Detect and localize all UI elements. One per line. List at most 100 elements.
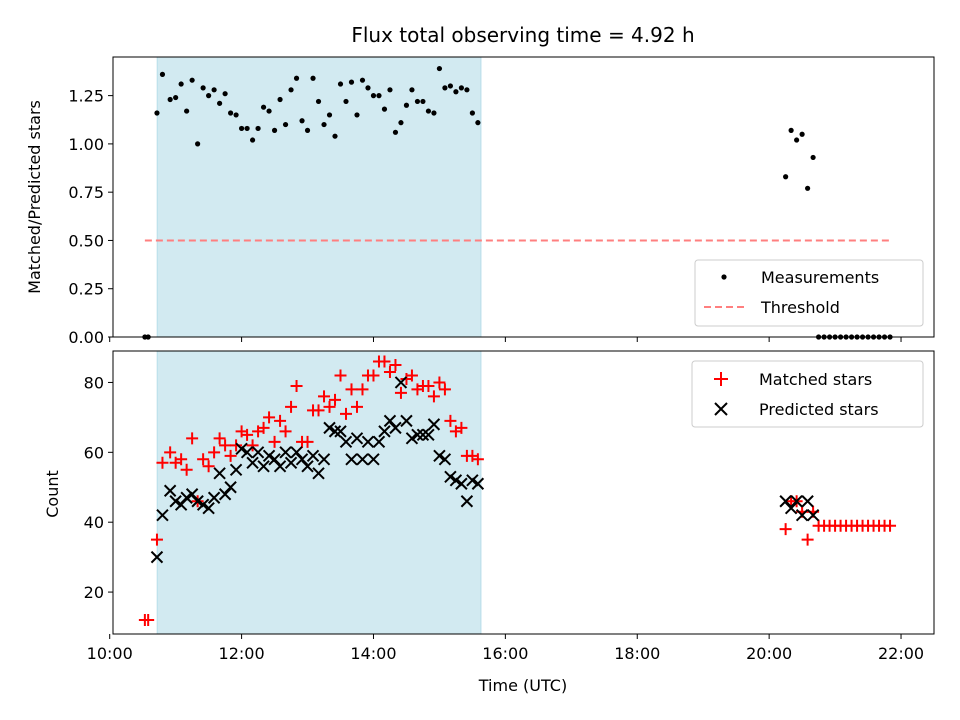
data-point — [367, 369, 380, 382]
data-point — [282, 121, 289, 128]
data-point — [466, 474, 479, 487]
data-point — [806, 509, 820, 522]
data-point — [208, 446, 221, 459]
data-point — [381, 106, 388, 112]
data-point — [195, 141, 201, 147]
data-point — [279, 425, 292, 438]
data-point — [420, 98, 426, 105]
data-point — [438, 453, 452, 466]
data-point — [383, 414, 397, 428]
data-point — [180, 491, 193, 504]
data-point — [266, 108, 272, 114]
data-point — [416, 428, 430, 442]
bottom-legend: Matched stars Predicted stars — [691, 360, 924, 428]
data-point — [436, 65, 443, 72]
data-point — [323, 400, 336, 413]
data-point — [389, 421, 402, 435]
data-point — [475, 120, 481, 126]
legend-predicted-label: Predicted stars — [759, 400, 879, 419]
y-tick-label: 0.50 — [68, 231, 104, 250]
data-point — [431, 110, 437, 116]
data-point — [444, 414, 457, 427]
data-point — [230, 439, 243, 452]
data-point — [779, 495, 792, 508]
data-point — [310, 75, 316, 81]
top-plot-area: 0.00 0.25 0.50 0.75 1.00 1.25 — [68, 56, 935, 347]
legend-measurements-marker — [721, 274, 727, 280]
x-tick-label: 16:00 — [482, 644, 528, 663]
data-point — [189, 77, 195, 83]
data-point — [235, 442, 248, 456]
data-point — [241, 428, 254, 441]
data-point — [409, 87, 415, 93]
data-point — [810, 154, 816, 161]
data-point — [315, 98, 322, 105]
y-tick-label: 1.00 — [68, 135, 104, 154]
data-point — [318, 390, 331, 403]
data-point — [227, 110, 234, 116]
data-point — [471, 477, 485, 490]
data-point — [224, 481, 237, 494]
data-point — [290, 379, 303, 392]
data-point — [398, 120, 404, 126]
legend-predicted-marker — [714, 402, 728, 416]
data-point — [150, 533, 163, 546]
data-point — [185, 488, 199, 501]
data-point — [783, 174, 789, 180]
data-point — [779, 523, 792, 536]
data-point — [246, 456, 259, 470]
data-point — [350, 400, 363, 413]
data-point — [337, 81, 344, 87]
axes-frame — [112, 350, 935, 635]
data-point — [246, 439, 259, 452]
data-point — [425, 108, 432, 114]
data-point — [403, 102, 410, 108]
top-panel: 0.00 0.25 0.50 0.75 1.00 1.25 Flux total obse… — [25, 23, 935, 347]
data-point — [442, 85, 448, 91]
data-point — [460, 495, 474, 508]
data-point — [260, 104, 267, 110]
data-point — [455, 477, 468, 490]
data-point — [427, 390, 440, 403]
data-point — [453, 89, 459, 95]
data-point — [411, 428, 424, 442]
data-point — [229, 463, 243, 476]
data-point — [326, 112, 333, 118]
chart-title: Flux total observing time = 4.92 h — [351, 23, 694, 47]
data-point — [405, 369, 418, 382]
data-point — [343, 98, 349, 105]
y-tick-label: 0.25 — [68, 280, 104, 299]
data-point — [350, 432, 364, 445]
data-point — [213, 467, 226, 480]
bottom-y-axis-label: Count — [43, 470, 62, 518]
data-point — [284, 456, 298, 470]
data-point — [154, 110, 160, 116]
data-point — [142, 614, 155, 627]
y-tick-label: 80 — [84, 373, 104, 392]
data-point — [211, 87, 217, 93]
top-y-axis-label: Matched/Predicted stars — [25, 100, 44, 294]
data-point — [186, 432, 199, 445]
data-point — [345, 383, 358, 396]
data-point — [794, 137, 800, 143]
data-point — [444, 470, 457, 483]
data-point — [167, 96, 173, 103]
top-legend-box — [694, 259, 924, 327]
series-predicted-stars — [150, 376, 820, 564]
observing-span — [156, 350, 482, 635]
data-point — [268, 453, 281, 466]
data-point — [249, 137, 256, 143]
bottom-plot-area: 10:00 12:00 14:00 16:00 18:00 20:00 22:00 20 40 6… — [84, 350, 935, 663]
data-point — [372, 435, 386, 449]
data-point — [233, 112, 239, 118]
data-point — [321, 121, 327, 128]
data-point — [299, 118, 305, 124]
data-point — [438, 383, 451, 396]
data-point — [790, 495, 803, 508]
data-point — [257, 460, 270, 473]
data-point — [801, 495, 814, 508]
data-point — [799, 131, 805, 137]
data-point — [285, 400, 298, 413]
x-tick-label: 10:00 — [87, 644, 133, 663]
